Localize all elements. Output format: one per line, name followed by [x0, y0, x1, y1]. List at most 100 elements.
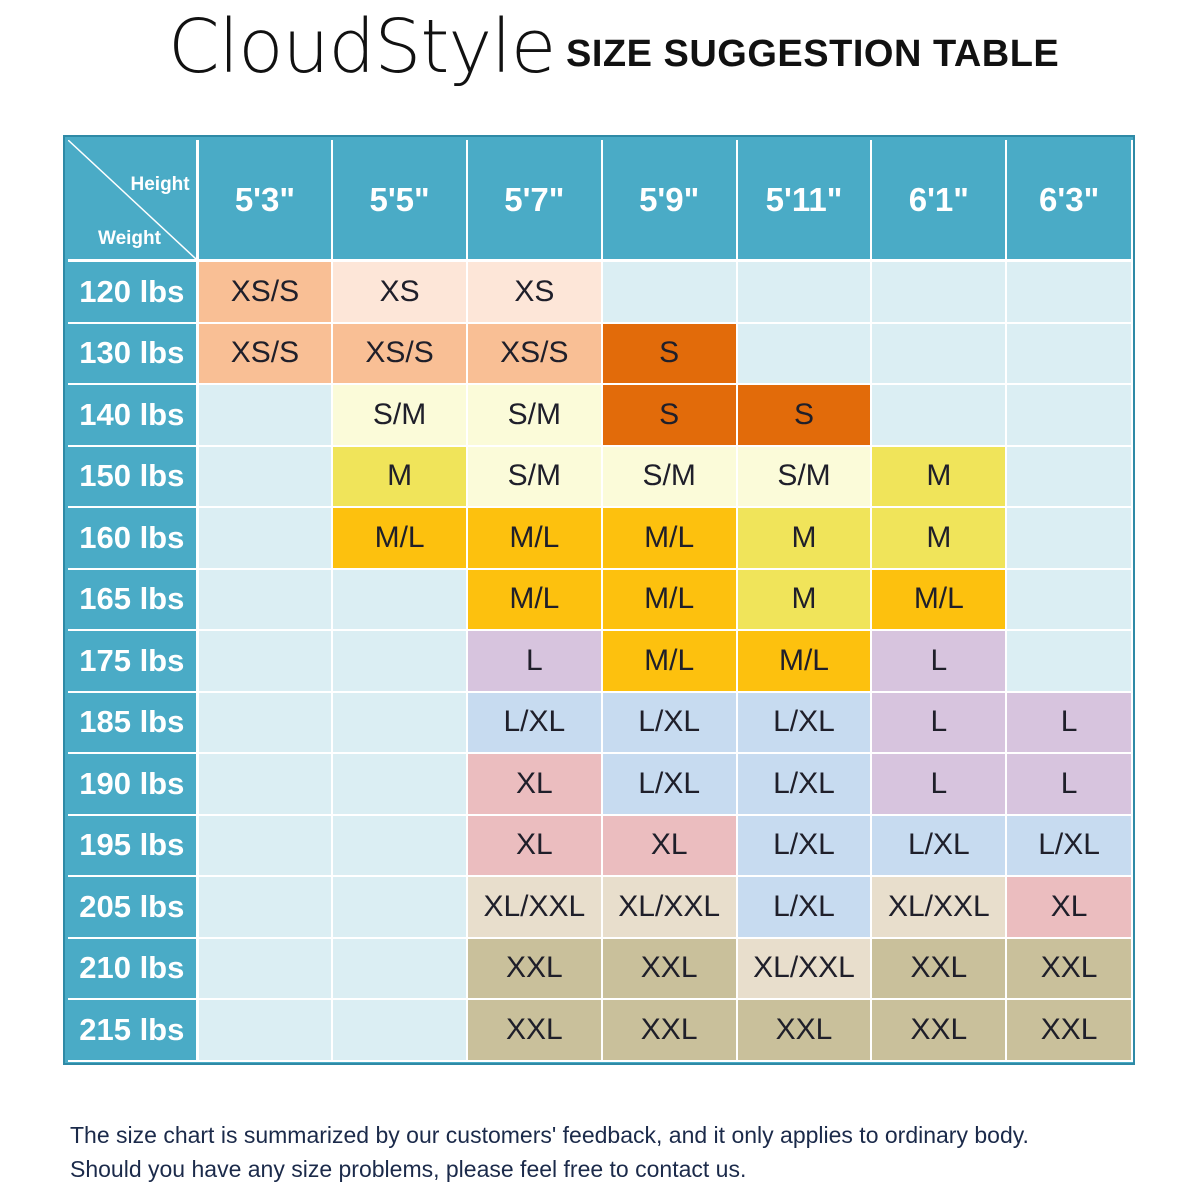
weight-axis-label: Weight — [98, 228, 161, 249]
size-cell: L — [467, 631, 603, 693]
size-cell: M/L — [602, 569, 738, 631]
weight-header: 215 lbs — [68, 1000, 199, 1062]
empty-cell — [333, 692, 468, 754]
empty-cell — [198, 877, 334, 939]
footer-line-1: The size chart is summarized by our cust… — [70, 1122, 1029, 1148]
table-row: 120 lbs XS/S XS XS — [68, 262, 1133, 324]
weight-header: 130 lbs — [68, 323, 199, 385]
size-cell: XXL — [1007, 938, 1133, 1000]
table-row: 140 lbs S/M S/M S S — [68, 385, 1133, 447]
empty-cell — [872, 385, 1008, 447]
empty-cell — [602, 262, 738, 324]
size-cell: S/M — [737, 446, 873, 508]
weight-header: 160 lbs — [68, 508, 199, 570]
empty-cell — [333, 1000, 468, 1062]
size-grid-body: 120 lbs XS/S XS XS 130 lbs XS/S XS/S XS/S S 140 l… — [68, 262, 1133, 1062]
weight-header: 210 lbs — [68, 938, 199, 1000]
size-cell: L — [872, 754, 1008, 816]
size-cell: XXL — [872, 1000, 1008, 1062]
empty-cell — [1007, 508, 1133, 570]
size-cell: XS/S — [198, 323, 334, 385]
empty-cell — [737, 323, 873, 385]
empty-cell — [1007, 323, 1133, 385]
empty-cell — [1007, 631, 1133, 693]
height-header: 6'3" — [1007, 140, 1133, 262]
weight-header: 175 lbs — [68, 631, 199, 693]
empty-cell — [198, 508, 334, 570]
size-cell: L/XL — [737, 877, 873, 939]
empty-cell — [1007, 385, 1133, 447]
empty-cell — [198, 692, 334, 754]
size-cell: XXL — [872, 938, 1008, 1000]
size-cell: S/M — [602, 446, 738, 508]
size-cell: S — [602, 385, 738, 447]
corner-cell: Height Weight — [68, 140, 199, 262]
size-cell: L — [872, 631, 1008, 693]
table-row: 190 lbs XL L/XL L/XL L L — [68, 754, 1133, 816]
empty-cell — [198, 631, 334, 693]
weight-header: 190 lbs — [68, 754, 199, 816]
height-header: 5'3" — [198, 140, 334, 262]
size-cell: XXL — [467, 938, 603, 1000]
empty-cell — [198, 815, 334, 877]
size-cell: M/L — [737, 631, 873, 693]
empty-cell — [1007, 569, 1133, 631]
weight-header: 120 lbs — [68, 262, 199, 324]
size-cell: XL — [467, 815, 603, 877]
size-cell: M/L — [872, 569, 1008, 631]
size-cell: S/M — [467, 446, 603, 508]
size-cell: L/XL — [737, 815, 873, 877]
height-header: 5'9" — [602, 140, 738, 262]
size-cell: M — [333, 446, 468, 508]
table-row: 165 lbs M/L M/L M M/L — [68, 569, 1133, 631]
size-cell: L — [872, 692, 1008, 754]
page-title: SIZE SUGGESTION TABLE — [566, 33, 1060, 75]
height-header-row: Height Weight 5'3" 5'5" 5'7" 5'9" 5'11" 6'1" 6… — [68, 140, 1133, 262]
weight-header: 185 lbs — [68, 692, 199, 754]
table-row: 150 lbs M S/M S/M S/M M — [68, 446, 1133, 508]
size-cell: M/L — [602, 508, 738, 570]
empty-cell — [872, 323, 1008, 385]
height-header: 5'11" — [737, 140, 873, 262]
empty-cell — [333, 569, 468, 631]
table-row: 185 lbs L/XL L/XL L/XL L L — [68, 692, 1133, 754]
size-cell: S — [737, 385, 873, 447]
weight-header: 150 lbs — [68, 446, 199, 508]
size-cell: L/XL — [872, 815, 1008, 877]
size-cell: XS/S — [333, 323, 468, 385]
footer-line-2: Should you have any size problems, pleas… — [70, 1156, 747, 1182]
size-cell: XXL — [602, 938, 738, 1000]
empty-cell — [198, 1000, 334, 1062]
size-suggestion-table: Height Weight 5'3" 5'5" 5'7" 5'9" 5'11" 6'1" 6… — [63, 135, 1135, 1065]
size-cell: XXL — [467, 1000, 603, 1062]
empty-cell — [198, 938, 334, 1000]
empty-cell — [198, 446, 334, 508]
height-header: 5'5" — [333, 140, 468, 262]
size-cell: M/L — [333, 508, 468, 570]
size-cell: M/L — [467, 569, 603, 631]
size-cell: L/XL — [737, 754, 873, 816]
empty-cell — [333, 631, 468, 693]
size-cell: S/M — [467, 385, 603, 447]
table-row: 210 lbs XXL XXL XL/XXL XXL XXL — [68, 938, 1133, 1000]
table-row: 175 lbs L M/L M/L L — [68, 631, 1133, 693]
table-row: 130 lbs XS/S XS/S XS/S S — [68, 323, 1133, 385]
size-cell: L — [1007, 692, 1133, 754]
size-cell: M — [872, 508, 1008, 570]
size-cell: XS — [467, 262, 603, 324]
table-row: 195 lbs XL XL L/XL L/XL L/XL — [68, 815, 1133, 877]
size-cell: M/L — [602, 631, 738, 693]
size-cell: XL/XXL — [467, 877, 603, 939]
size-grid: Height Weight 5'3" 5'5" 5'7" 5'9" 5'11" 6'1" 6… — [68, 140, 1133, 1062]
size-cell: XL — [1007, 877, 1133, 939]
size-cell: XXL — [1007, 1000, 1133, 1062]
size-cell: L — [1007, 754, 1133, 816]
empty-cell — [737, 262, 873, 324]
size-cell: XL/XXL — [737, 938, 873, 1000]
page-header: CloudStyle SIZE SUGGESTION TABLE — [0, 0, 1200, 110]
size-cell: M — [737, 508, 873, 570]
footer-note: The size chart is summarized by our cust… — [70, 1118, 1029, 1186]
size-cell: L/XL — [737, 692, 873, 754]
size-cell: XXL — [602, 1000, 738, 1062]
height-header: 5'7" — [467, 140, 603, 262]
